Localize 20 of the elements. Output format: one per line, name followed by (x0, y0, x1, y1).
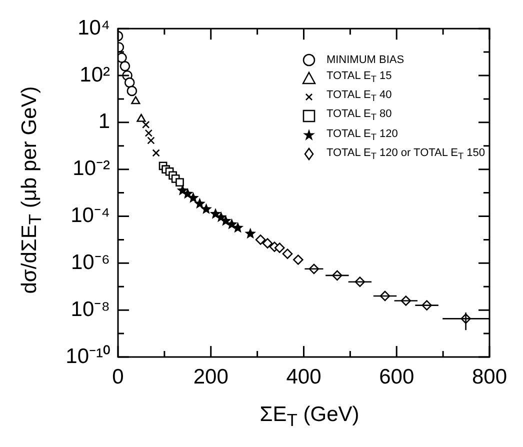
x-tick-label: 600 (379, 365, 414, 388)
y-tick-label: 10⁻² (72, 157, 110, 180)
x-tick-label: 800 (472, 365, 508, 388)
x-tick-label: 400 (286, 365, 322, 388)
x-tick-label: 0 (112, 365, 124, 388)
legend-label: TOTAL E$_{T}$ 120 (326, 126, 398, 144)
legend-label: MINIMUM BIAS (326, 53, 404, 68)
y-tick-label: 10⁻⁴ (70, 204, 110, 228)
y-tick-label: 10⁻⁸ (70, 298, 110, 321)
y-tick-label: 10⁻¹⁰ (66, 344, 110, 368)
y-tick-label: 10⁴ (78, 16, 110, 40)
y-tick-label: 10⁻⁶ (70, 250, 110, 274)
legend-label: TOTAL E$_{T}$ 120 or TOTAL E$_{T}$ 150 (326, 146, 485, 163)
y-tick-label: 10² (80, 63, 110, 86)
legend-label: TOTAL E$_{T}$ 15 (326, 69, 392, 86)
legend-label: TOTAL E$_{T}$ 40 (326, 88, 392, 106)
legend-label: TOTAL E$_{T}$ 80 (326, 107, 392, 125)
x-tick-label: 200 (193, 365, 228, 388)
y-tick-label: 1 (98, 110, 110, 134)
x-axis-title: ΣE$_{T}$ (GeV) (258, 403, 360, 432)
